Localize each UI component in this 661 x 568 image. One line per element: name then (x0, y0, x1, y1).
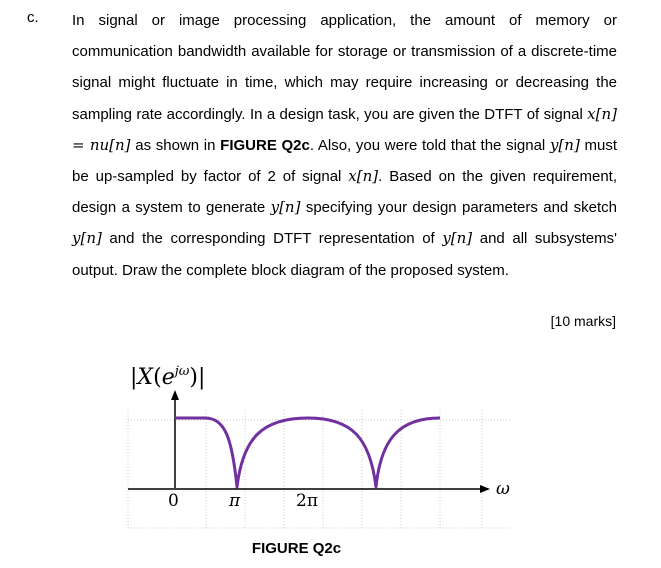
text-segment: and all subsystems' output. Draw the com… (72, 230, 617, 279)
y-axis-arrow (171, 390, 179, 400)
text-segment: must be up-sampled by factor of 2 of sig… (72, 136, 617, 186)
figure-caption: FIGURE Q2c (251, 540, 342, 557)
text-segment: . Based on the given requirement, design… (72, 168, 618, 217)
tick-label-2pi: 2π (296, 491, 318, 511)
text-segment: specifying your design parameters and sk… (300, 199, 617, 217)
y-axis-label: |X(ejω)| (130, 364, 205, 390)
math-expression: y[n] (549, 135, 580, 154)
text-segment: as shown in (130, 136, 221, 154)
dtft-magnitude-curve (175, 416, 441, 489)
x-axis-label: ω (496, 479, 510, 499)
text-segment: In signal or image processing applicatio… (72, 12, 617, 123)
figure-grid (127, 410, 510, 529)
math-expression: y[n] (72, 229, 102, 248)
figure-reference: FIGURE Q2c (220, 136, 310, 154)
question-text: In signal or image processing applicatio… (72, 5, 617, 286)
tick-label-0: 0 (168, 491, 179, 511)
question-label: c. (27, 9, 39, 26)
math-expression: x[n] = nu[n] (72, 104, 617, 154)
tick-label-pi: π (228, 491, 241, 511)
x-axis-arrow (480, 485, 490, 493)
math-expression: x[n] (348, 167, 379, 186)
marks-label: [10 marks] (550, 313, 616, 329)
math-expression: y[n] (270, 198, 301, 217)
math-expression: y[n] (442, 229, 473, 248)
text-segment: . Also, you were told that the signal (309, 136, 550, 154)
text-segment: and the corresponding DTFT representatio… (101, 230, 443, 248)
